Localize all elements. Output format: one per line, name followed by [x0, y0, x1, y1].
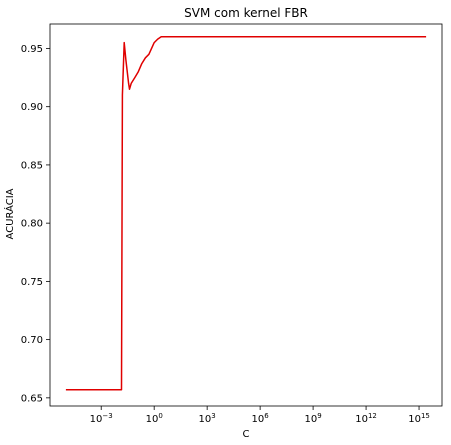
x-axis-title: C [243, 429, 250, 440]
y-tick-label: 0.80 [21, 219, 43, 230]
y-axis-title: ACURÁCIA [3, 188, 16, 239]
x-tick-label: 103 [199, 412, 216, 425]
x-tick-label: 1012 [355, 412, 377, 425]
y-tick-label: 0.75 [21, 277, 43, 288]
y-tick-label: 0.95 [21, 44, 43, 55]
y-tick-label: 0.70 [21, 335, 43, 346]
series-lines [65, 36, 427, 391]
series-line-0 [65, 36, 427, 391]
x-tick-label: 109 [304, 412, 321, 425]
y-tick-label: 0.65 [21, 393, 43, 404]
y-axis-ticks: 0.65 0.70 0.75 0.80 0.85 0.90 0.95 [21, 44, 50, 404]
y-tick-label: 0.85 [21, 160, 43, 171]
x-tick-label: 1015 [408, 412, 430, 425]
x-tick-label: 10−3 [90, 412, 113, 425]
x-tick-label: 100 [146, 412, 163, 425]
x-tick-label: 106 [252, 412, 270, 425]
x-axis-ticks: 10−3 100 103 106 109 1012 1015 [90, 406, 430, 425]
chart-title: SVM com kernel FBR [184, 6, 308, 20]
plot-area-frame [49, 23, 443, 407]
y-tick-label: 0.90 [21, 102, 43, 113]
